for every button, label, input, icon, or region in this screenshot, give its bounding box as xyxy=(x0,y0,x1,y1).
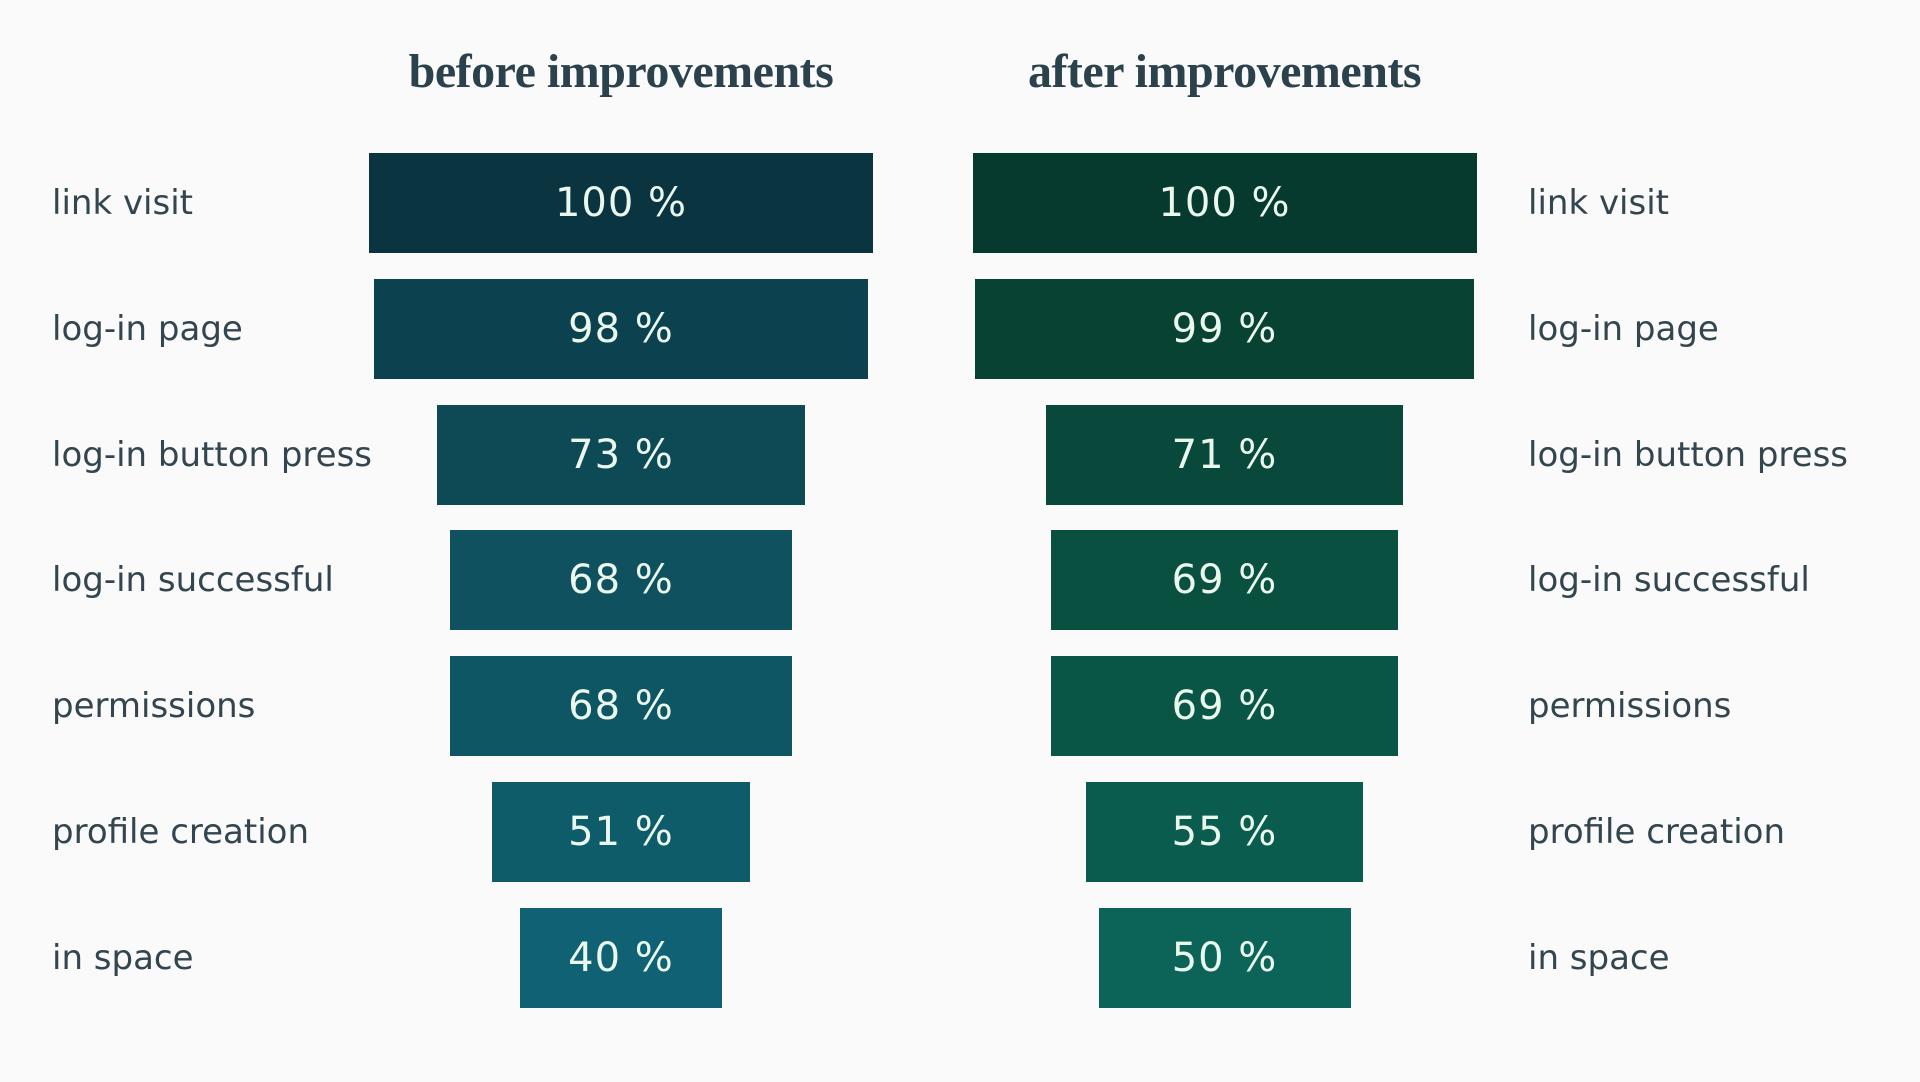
category-label-right: log-in button press xyxy=(1528,434,1849,475)
category-label-right: in space xyxy=(1528,937,1670,978)
category-label-left: log-in button press xyxy=(52,434,373,475)
category-label-right: profile creation xyxy=(1528,812,1786,853)
bar-value: 40 % xyxy=(568,934,674,981)
category-label-left: log-in successful xyxy=(52,560,334,601)
funnel-bar-before: 68 % xyxy=(449,656,793,757)
bar-value: 68 % xyxy=(568,557,674,604)
chart-title-after: after improvements xyxy=(1027,45,1422,98)
bar-value: 69 % xyxy=(1171,557,1278,604)
funnel-row: profile creation 51 % 55 % profile creation xyxy=(0,782,1920,883)
funnel-row: log-in page 98 % 99 % log-in page xyxy=(0,278,1920,379)
funnel-row: in space 40 % 50 % in space xyxy=(0,907,1920,1008)
category-label-right: permissions xyxy=(1528,686,1732,727)
bar-value: 69 % xyxy=(1171,683,1278,730)
funnel-row: log-in button press 73 % 71 % log-in button… xyxy=(0,404,1920,505)
funnel-row: log-in successful 68 % 69 % log-in successf… xyxy=(0,530,1920,631)
category-label-left: permissions xyxy=(52,686,256,727)
category-label-left: log-in page xyxy=(52,308,243,349)
bar-value: 71 % xyxy=(1171,431,1278,478)
bar-value: 99 % xyxy=(1171,305,1278,352)
funnel-bar-after: 100 % xyxy=(972,153,1477,253)
bar-value: 55 % xyxy=(1171,809,1278,856)
category-label-left: link visit xyxy=(52,183,193,223)
category-label-left: profile creation xyxy=(52,812,310,853)
funnel-bar-after: 69 % xyxy=(1050,530,1399,631)
funnel-bar-after: 71 % xyxy=(1045,404,1404,505)
bar-value: 50 % xyxy=(1171,934,1278,981)
bar-value: 73 % xyxy=(568,431,674,478)
bar-value: 100 % xyxy=(554,180,688,226)
funnel-bar-before: 100 % xyxy=(369,153,873,253)
funnel-bar-before: 73 % xyxy=(437,404,805,505)
funnel-bar-before: 68 % xyxy=(449,530,793,631)
funnel-bar-after: 99 % xyxy=(975,278,1474,379)
funnel-bar-before: 98 % xyxy=(374,278,868,379)
bar-value: 68 % xyxy=(568,683,674,730)
funnel-bar-before: 51 % xyxy=(492,782,750,883)
bar-value: 100 % xyxy=(1158,180,1291,226)
funnel-row: permissions 68 % 69 % permissions xyxy=(0,656,1920,757)
funnel-bar-after: 55 % xyxy=(1085,782,1364,883)
category-label-left: in space xyxy=(52,937,194,978)
funnel-row: link visit 100 % 100 % link visit xyxy=(0,153,1920,253)
funnel-bar-before: 40 % xyxy=(520,907,722,1008)
category-label-right: log-in page xyxy=(1528,308,1719,349)
bar-value: 51 % xyxy=(568,809,674,856)
category-label-right: log-in successful xyxy=(1528,560,1810,601)
funnel-bar-after: 50 % xyxy=(1098,907,1351,1008)
bar-value: 98 % xyxy=(568,305,674,352)
funnel-bar-after: 69 % xyxy=(1050,656,1399,757)
chart-title-before: before improvements xyxy=(408,45,834,98)
category-label-right: link visit xyxy=(1528,183,1669,223)
